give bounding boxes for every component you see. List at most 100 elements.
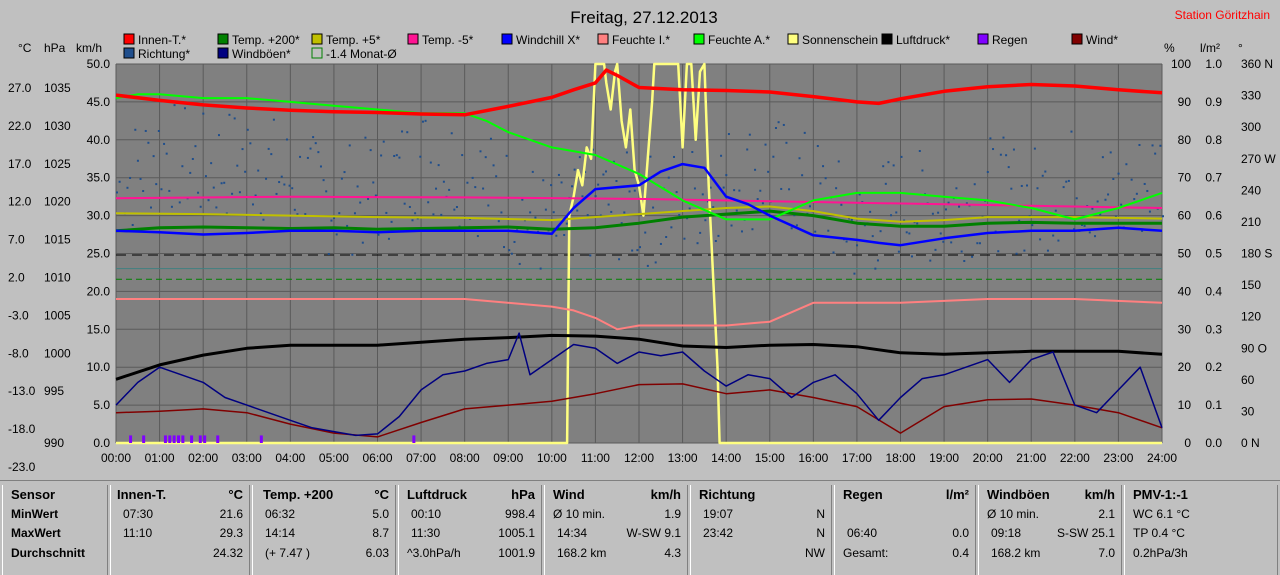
direction-point [659, 242, 662, 245]
direction-point [822, 165, 825, 168]
legend-label: Temp. +200* [232, 33, 300, 47]
direction-point [199, 205, 202, 208]
tick-label-wind: 35.0 [87, 171, 111, 185]
direction-point [944, 208, 947, 211]
direction-point [529, 211, 532, 214]
direction-point [688, 207, 691, 210]
direction-point [374, 194, 377, 197]
direction-point [992, 148, 995, 151]
direction-point [116, 191, 118, 194]
direction-point [1046, 249, 1049, 252]
direction-point [382, 140, 385, 143]
direction-point [489, 137, 492, 140]
tick-label-humidity: 100 [1171, 57, 1191, 71]
direction-point [1012, 148, 1015, 151]
direction-point [157, 129, 160, 132]
tick-label-temperature: -8.0 [8, 346, 29, 360]
direction-point [395, 154, 398, 157]
direction-point [848, 217, 851, 220]
direction-point [835, 187, 838, 190]
direction-point [683, 237, 686, 240]
direction-point [1073, 228, 1076, 231]
direction-point [155, 183, 158, 186]
direction-point [955, 187, 958, 190]
stats-value: 2.1 [1098, 506, 1115, 521]
direction-point [772, 155, 775, 158]
tick-label-pressure: 990 [44, 436, 64, 450]
direction-point [1075, 197, 1078, 200]
direction-point [385, 211, 388, 214]
direction-point [401, 130, 404, 133]
direction-point [869, 210, 872, 213]
direction-point [144, 129, 147, 132]
direction-point [610, 210, 613, 213]
direction-point [1039, 238, 1042, 241]
tick-label-pressure: 1000 [44, 346, 71, 360]
direction-point [429, 161, 432, 164]
direction-point [560, 181, 563, 184]
direction-point [262, 218, 265, 221]
direction-point [265, 177, 268, 180]
stats-unit: l/m² [945, 487, 969, 502]
direction-point [508, 249, 511, 252]
direction-point [780, 187, 783, 190]
tick-label-wind: 45.0 [87, 95, 111, 109]
tick-label-rain: 0.2 [1205, 360, 1222, 374]
direction-point [887, 161, 890, 164]
tick-label-pressure: 1025 [44, 157, 71, 171]
direction-point [246, 128, 249, 131]
stats-value: 4.3 [664, 545, 681, 560]
direction-point [160, 188, 163, 191]
tick-label-time: 02:00 [188, 451, 218, 465]
direction-point [1023, 249, 1026, 252]
direction-point [950, 241, 953, 244]
direction-point [325, 190, 328, 193]
direction-point [492, 164, 495, 167]
direction-point [194, 145, 197, 148]
legend-label: Regen [992, 33, 1027, 47]
direction-point [267, 147, 270, 150]
tick-label-humidity: 80 [1178, 133, 1192, 147]
tick-label-time: 20:00 [973, 451, 1003, 465]
direction-point [978, 242, 981, 245]
tick-label-direction: 30 [1241, 404, 1255, 418]
direction-point [278, 181, 281, 184]
direction-point [285, 138, 288, 141]
rain-bar [259, 435, 263, 443]
stats-header: Wind [553, 487, 585, 502]
direction-point [479, 150, 482, 153]
stats-time: 14:14 [265, 526, 296, 540]
direction-point [390, 220, 393, 223]
direction-point [764, 143, 767, 146]
direction-point [858, 193, 861, 196]
direction-point [129, 176, 132, 179]
direction-point [895, 211, 898, 214]
stats-col-windboeen: Windböen km/h Ø 10 min. 2.1 09:18 S-SW 25.1… [978, 485, 1122, 575]
axis-unit-label-left: °C [18, 41, 32, 55]
direction-point [903, 219, 906, 222]
tick-label-wind: 40.0 [87, 133, 111, 147]
direction-point [1143, 182, 1146, 185]
legend-label: Windböen* [232, 47, 291, 61]
stats-col-sensor: Sensor MinWert MaxWert Durchschnitt [2, 485, 108, 575]
stats-value: NW [805, 545, 825, 560]
direction-point [288, 184, 291, 187]
stats-header: Luftdruck [407, 487, 467, 502]
direction-point [251, 203, 254, 206]
stats-header: Temp. +200 [263, 487, 334, 502]
rain-bar [412, 435, 416, 443]
direction-point [542, 179, 545, 182]
direction-point [343, 171, 346, 174]
stats-value: S-SW 25.1 [1056, 526, 1115, 540]
stats-value: 6.03 [365, 545, 389, 560]
direction-point [699, 231, 702, 234]
tick-label-temperature: 7.0 [8, 233, 25, 247]
direction-point [408, 205, 411, 208]
stats-header: PMV-1:-1 [1133, 487, 1188, 502]
stats-unit: °C [228, 487, 243, 502]
tick-label-rain: 0.3 [1205, 322, 1222, 336]
direction-point [450, 132, 453, 135]
direction-point [602, 173, 605, 176]
direction-point [597, 183, 600, 186]
direction-point [299, 155, 302, 158]
